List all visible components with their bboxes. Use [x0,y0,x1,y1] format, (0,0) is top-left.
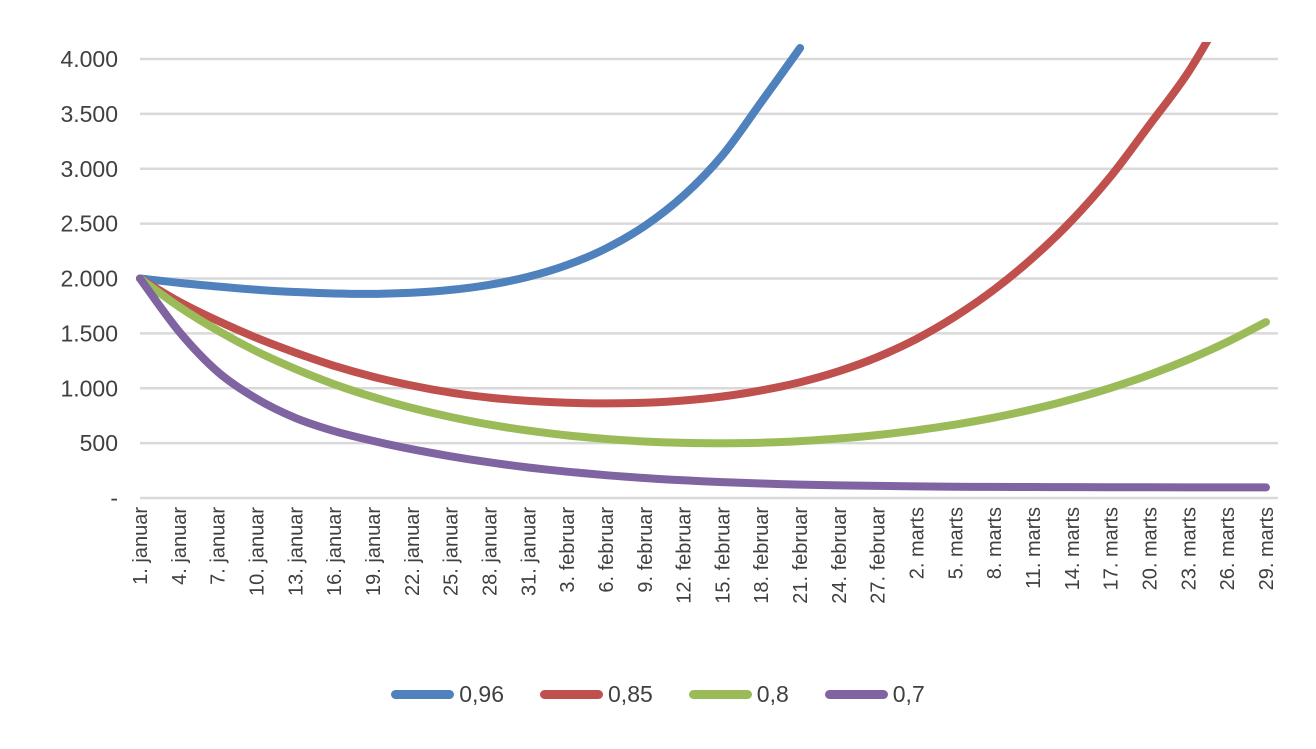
x-axis-tick-label: 31. januar [518,507,540,596]
x-axis-tick-label: 19. januar [363,507,385,596]
legend-swatch [824,690,888,699]
legend-swatch [540,690,604,699]
legend-label: 0,7 [892,681,925,707]
y-axis-tick-label: 500 [80,430,118,456]
x-axis-tick-label: 17. marts [1101,507,1123,590]
x-axis-tick-label: 14. marts [1062,507,1084,590]
x-axis-tick-label: 18. februar [751,507,773,604]
x-axis-tick-label: 1. januar [130,507,152,585]
x-axis-tick-label: 22. januar [402,507,424,596]
x-axis-tick-label: 15. februar [712,507,734,604]
y-axis-tick-label: 1.000 [60,375,118,401]
legend: 0,96 0,85 0,8 0,7 [0,683,1316,706]
legend-label: 0,96 [459,681,505,707]
x-axis-tick-label: 26. marts [1217,507,1239,590]
legend-swatch [688,690,752,699]
x-axis-tick-label: 4. januar [169,507,191,585]
legend-item-0,8: 0,8 [688,681,789,707]
x-axis-tick-label: 9. februar [635,507,657,593]
series-line-0,96 [136,44,805,298]
x-axis-tick-label: 24. februar [829,507,851,604]
y-axis-tick-label: 2.000 [60,266,118,292]
x-axis-tick-label: 6. februar [596,507,618,593]
y-axis-tick-label: 2.500 [60,211,118,237]
x-axis-tick-label: 27. februar [868,507,890,604]
legend-item-0,85: 0,85 [540,683,653,706]
x-axis-tick-label: 12. februar [674,507,696,604]
y-axis-tick-label: - [110,485,118,511]
x-axis-tick-label: 29. marts [1256,507,1278,590]
x-axis-tick-label: 25. januar [441,507,463,596]
x-axis-tick-label: 20. marts [1140,507,1162,590]
legend-item-0,7: 0,7 [824,681,925,707]
legend-label: 0,8 [756,681,789,707]
legend-item-0,96: 0,96 [391,683,504,706]
x-axis-tick-label: 3. februar [557,507,579,593]
y-axis-tick-label: 3.000 [60,156,118,182]
y-axis-tick-label: 3.500 [60,101,118,127]
x-axis-tick-label: 2. marts [907,507,929,579]
series-line-0,85 [136,42,1212,408]
x-axis-tick-label: 28. januar [479,507,501,596]
x-axis-tick-label: 11. marts [1023,507,1045,589]
y-axis-tick-label: 4.000 [60,46,118,72]
x-axis-tick-label: 8. marts [984,507,1006,579]
x-axis-tick-label: 23. marts [1178,507,1200,590]
series-line-0,7 [136,274,1270,492]
x-axis-tick-label: 7. januar [208,507,230,585]
legend-swatch [391,690,455,699]
x-axis-tick-label: 21. februar [790,507,812,604]
x-axis-tick-label: 13. januar [285,507,307,596]
x-axis-tick-label: 10. januar [246,507,268,596]
x-axis-tick-label: 16. januar [324,507,346,596]
x-axis-tick-label: 5. marts [945,507,967,579]
series-line-0,8 [136,274,1270,448]
y-axis-tick-label: 1.500 [60,320,118,346]
legend-label: 0,85 [608,681,653,707]
